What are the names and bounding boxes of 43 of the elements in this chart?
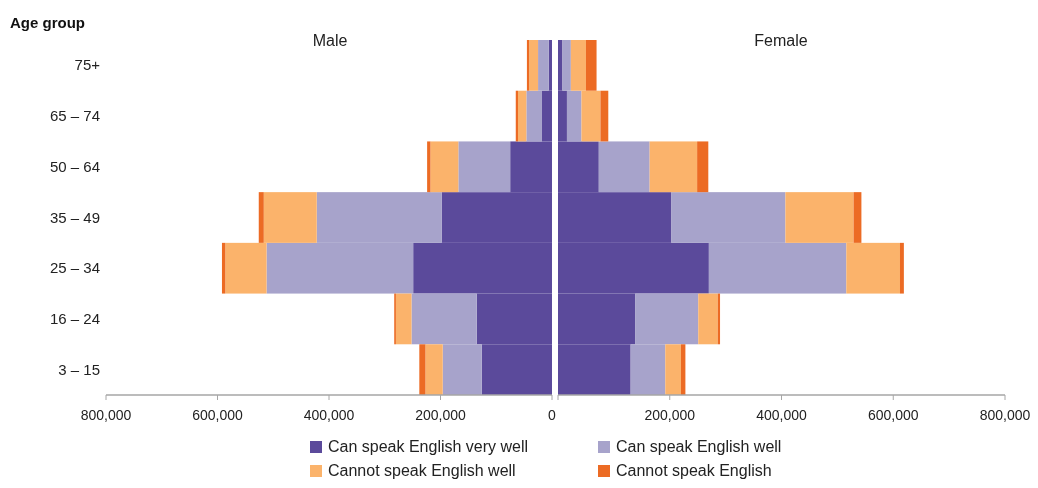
y-tick-label: 25 – 34 xyxy=(49,259,100,277)
y-tick-label: 75+ xyxy=(74,56,101,74)
legend-label: Can speak English very well xyxy=(328,438,529,455)
x-tick-label: 400,000 xyxy=(303,407,355,423)
bar xyxy=(258,192,264,243)
y-tick-label: 65 – 74 xyxy=(49,107,100,125)
bar xyxy=(425,344,443,395)
bar xyxy=(427,141,431,193)
bar xyxy=(526,40,530,91)
bar xyxy=(458,141,511,193)
bar xyxy=(598,141,650,193)
legend-label: Cannot speak English xyxy=(616,462,772,479)
y-tick-label: 16 – 24 xyxy=(49,309,100,327)
bar xyxy=(221,242,226,294)
bar xyxy=(517,90,527,142)
bar xyxy=(585,40,597,91)
x-tick-label: 800,000 xyxy=(80,407,132,423)
bar xyxy=(395,293,412,345)
bar xyxy=(899,242,904,294)
chart-title: Female xyxy=(754,32,808,49)
y-axis-title: Age group xyxy=(10,14,85,31)
y-tick-label: 35 – 49 xyxy=(49,208,100,226)
legend-label: Can speak English well xyxy=(616,438,782,455)
bar xyxy=(697,141,709,193)
y-tick-label: 3 – 15 xyxy=(58,360,100,378)
bar xyxy=(600,90,609,142)
x-tick-label: 200,000 xyxy=(644,407,696,423)
chart-title: Male xyxy=(312,32,348,49)
x-tick-label: 600,000 xyxy=(867,407,919,423)
x-tick-label: 400,000 xyxy=(756,407,808,423)
bar xyxy=(430,141,459,193)
bar xyxy=(698,293,718,345)
x-tick-label: 0 xyxy=(548,407,557,423)
x-tick-label: 200,000 xyxy=(415,407,467,423)
y-tick-label: 50 – 64 xyxy=(49,157,100,175)
legend-label: Cannot speak English well xyxy=(328,462,516,479)
x-tick-label: 800,000 xyxy=(979,407,1031,423)
bar xyxy=(419,344,426,395)
bar xyxy=(529,40,539,91)
bar xyxy=(649,141,698,193)
x-tick-label: 600,000 xyxy=(192,407,244,423)
bar xyxy=(853,192,862,243)
bar xyxy=(665,344,681,395)
